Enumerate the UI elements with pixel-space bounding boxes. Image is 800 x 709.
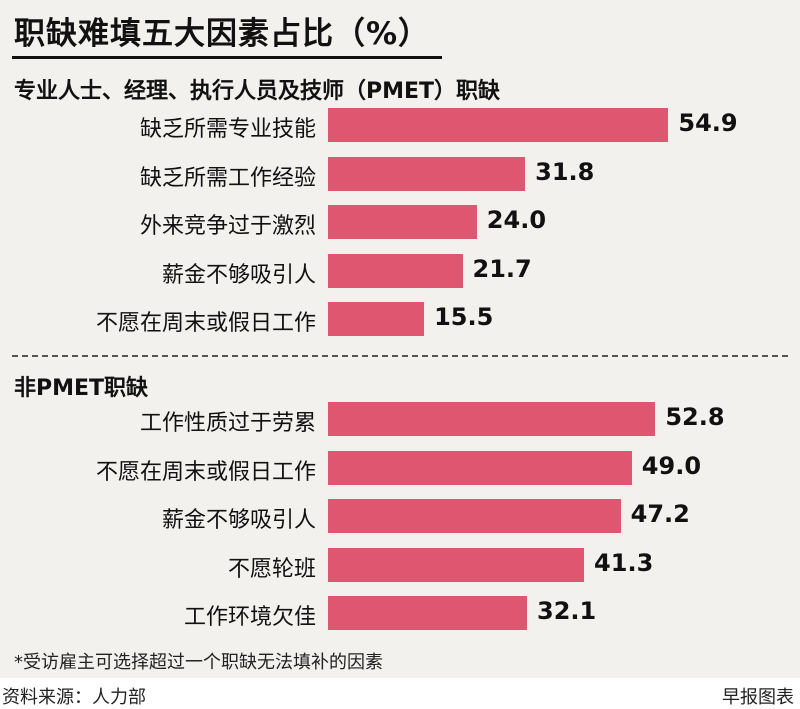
value-label: 49.0 (641, 451, 702, 480)
category-label: 不愿在周末或假日工作 (95, 311, 316, 336)
value-label: 54.9 (678, 109, 738, 137)
footer-strip (0, 678, 800, 709)
bar (328, 596, 528, 630)
category-label: 缺乏所需专业技能 (139, 117, 316, 142)
category-label: 薪金不够吸引人 (161, 262, 316, 288)
value-label: 41.3 (594, 548, 654, 577)
bar (328, 156, 526, 191)
value-label: 15.5 (434, 303, 494, 331)
title-underline (12, 56, 442, 59)
bar (328, 302, 425, 336)
value-label: 32.1 (537, 597, 597, 625)
value-label: 52.8 (665, 403, 725, 431)
chart-title: 职缺难填五大因素占比（%） (14, 16, 431, 52)
category-label: 薪金不够吸引人 (161, 508, 316, 533)
value-label: 31.8 (535, 157, 595, 186)
pmet-section-title: 专业人士、经理、执行人员及技师（PMET）职缺 (14, 79, 501, 104)
value-label: 21.7 (472, 254, 532, 283)
bar (328, 450, 632, 485)
bar (328, 547, 585, 582)
value-label: 47.2 (630, 500, 690, 528)
bar (328, 108, 669, 142)
section-divider (12, 355, 788, 357)
bar (328, 253, 463, 288)
source-note: 资料来源：人力部 (2, 687, 146, 708)
category-label: 不愿轮班 (227, 556, 316, 582)
value-label: 24.0 (486, 206, 547, 234)
bar (328, 402, 656, 436)
category-label: 工作性质过于劳累 (139, 411, 316, 436)
category-label: 外来竞争过于激烈 (139, 214, 316, 239)
footnote: *受访雇主可选择超过一个职缺无法填补的因素 (14, 652, 383, 673)
credit-note: 早报图表 (722, 687, 794, 708)
category-label: 工作环境欠佳 (183, 605, 316, 630)
category-label: 不愿在周末或假日工作 (95, 459, 316, 485)
category-label: 缺乏所需工作经验 (139, 165, 316, 191)
bar (328, 499, 621, 533)
non-pmet-section-title: 非PMET职缺 (14, 376, 149, 401)
bar (328, 205, 477, 239)
